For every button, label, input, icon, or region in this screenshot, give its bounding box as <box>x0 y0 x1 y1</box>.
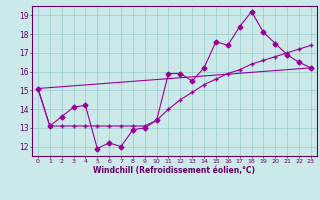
X-axis label: Windchill (Refroidissement éolien,°C): Windchill (Refroidissement éolien,°C) <box>93 166 255 175</box>
